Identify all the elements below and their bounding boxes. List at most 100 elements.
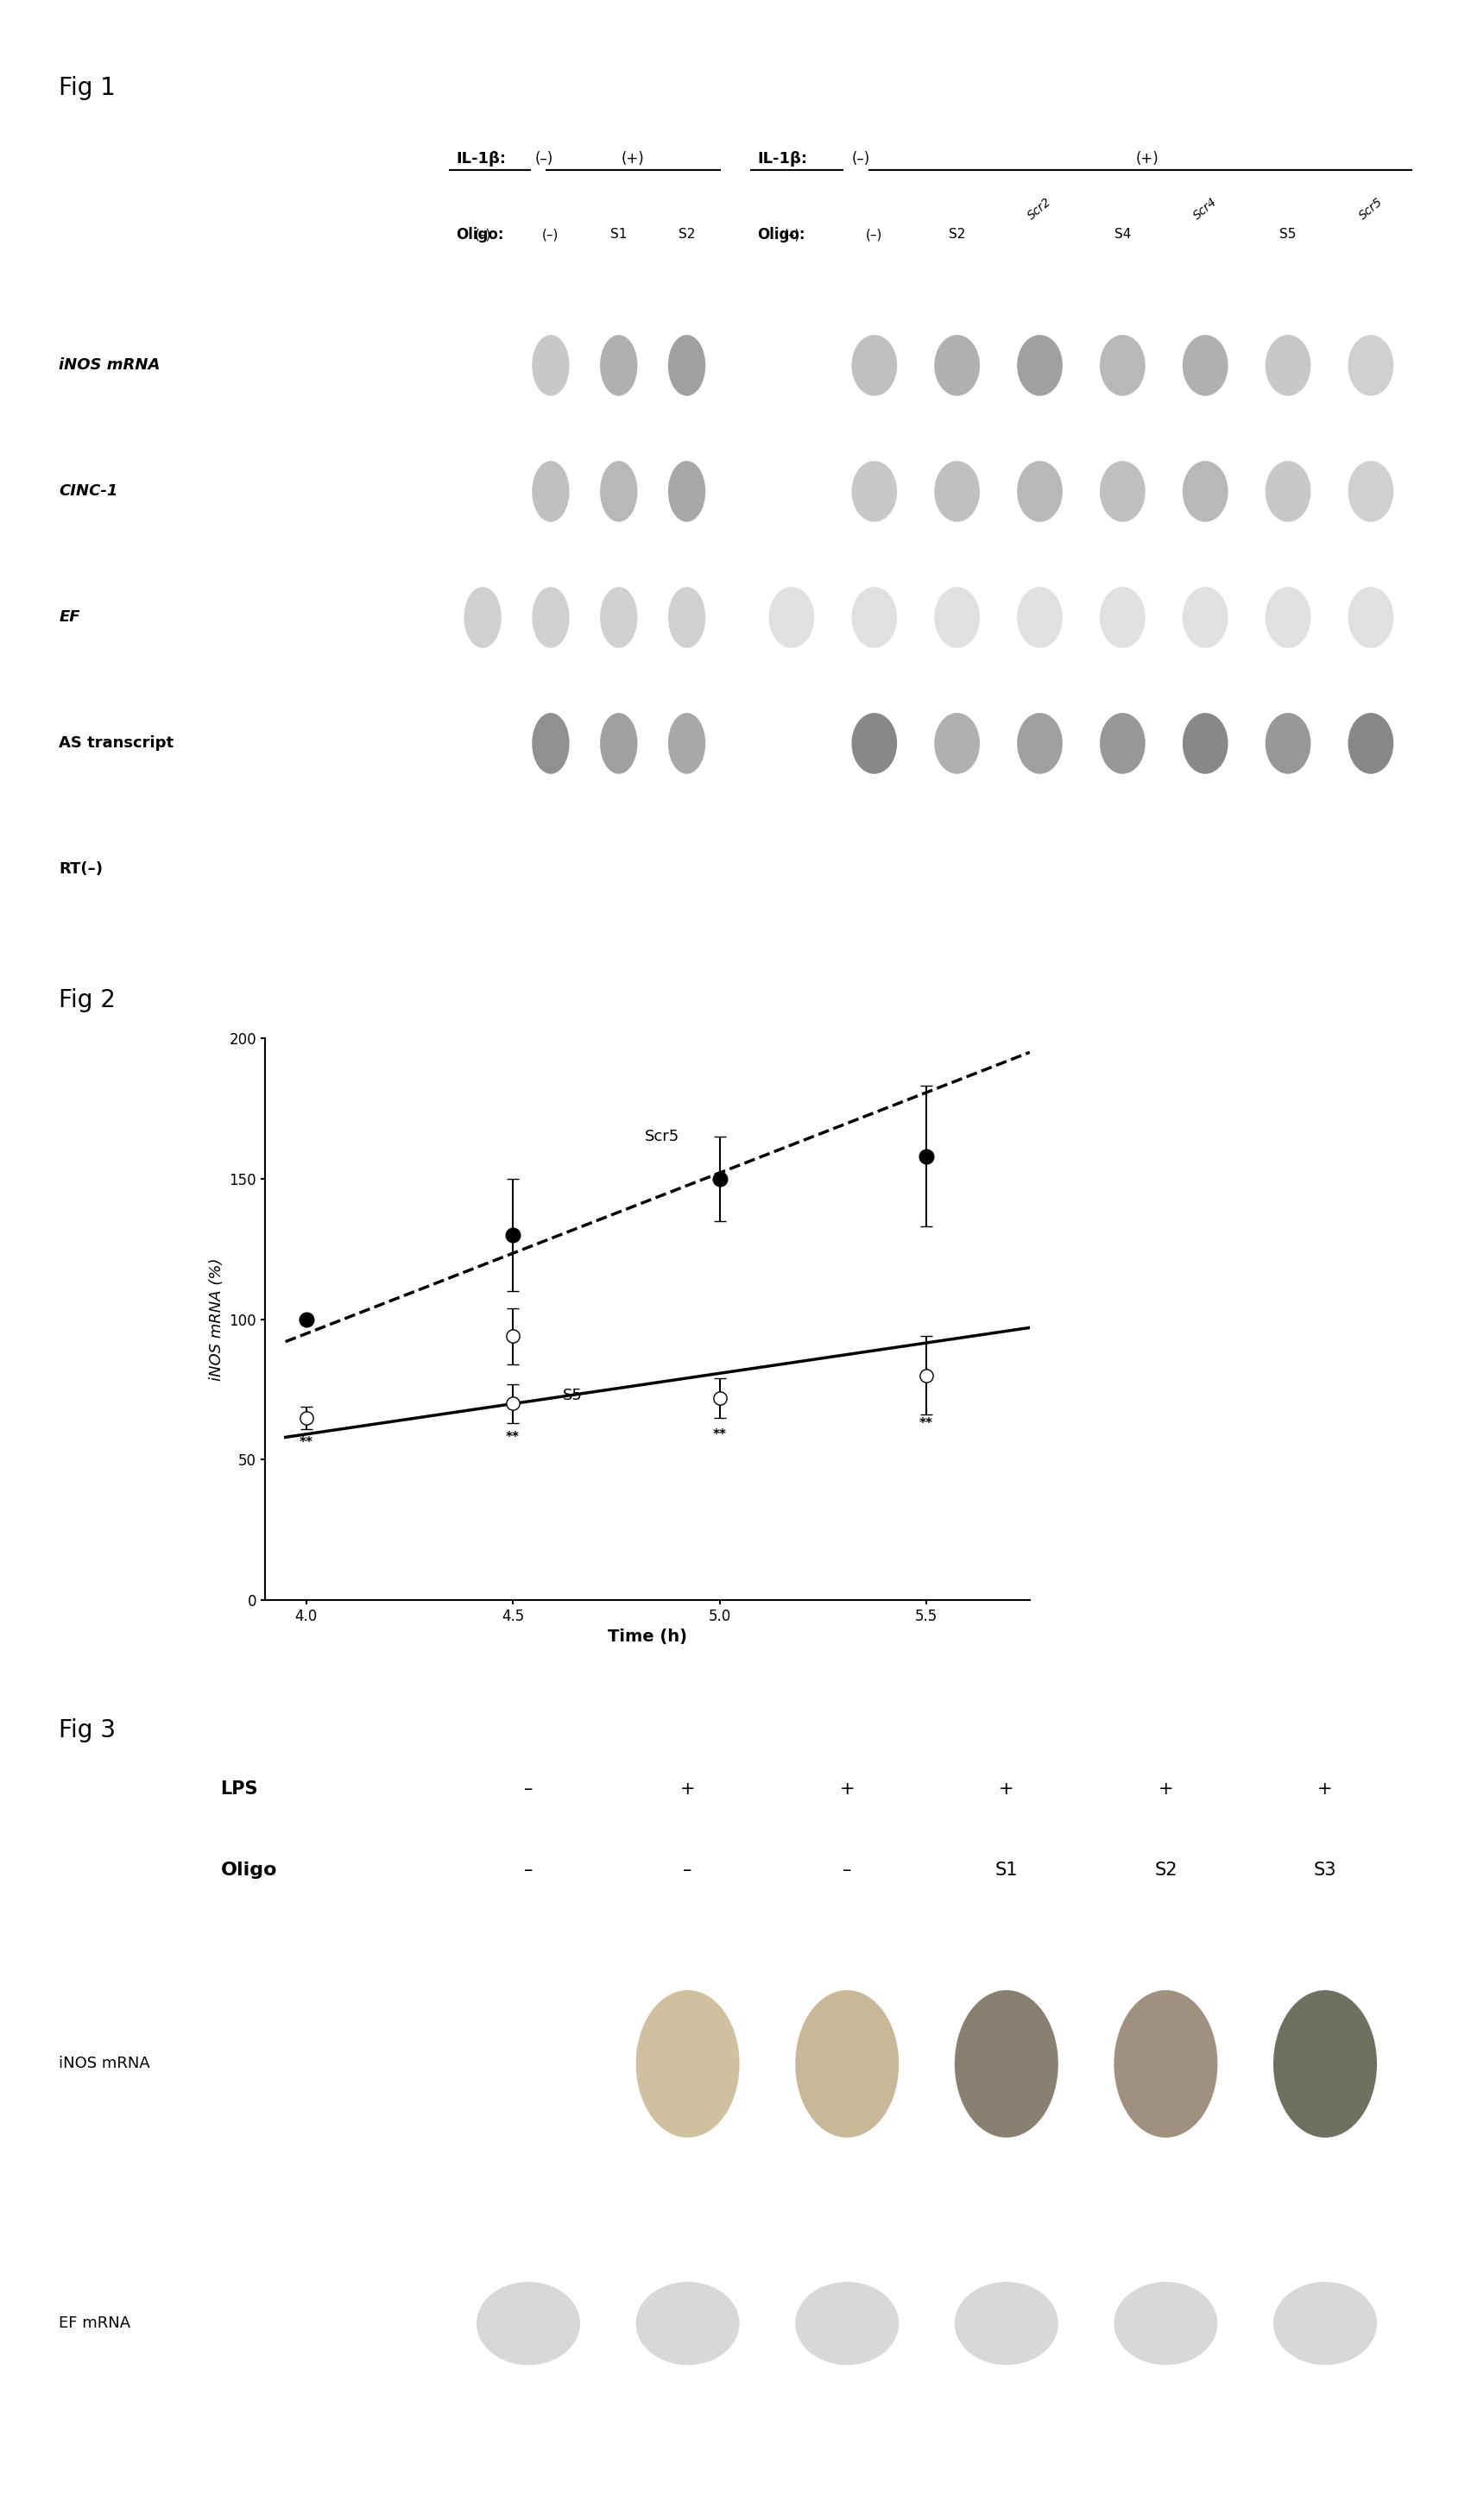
Text: +: + xyxy=(999,1782,1014,1797)
Ellipse shape xyxy=(1100,587,1146,648)
Text: (+): (+) xyxy=(621,151,644,166)
Ellipse shape xyxy=(1100,461,1146,522)
Ellipse shape xyxy=(1114,2283,1218,2364)
Text: S2: S2 xyxy=(1155,1862,1177,1877)
Text: LPS: LPS xyxy=(221,1782,259,1797)
Ellipse shape xyxy=(769,587,815,648)
Text: **: ** xyxy=(506,1431,519,1444)
Ellipse shape xyxy=(852,335,897,396)
Ellipse shape xyxy=(1347,461,1393,522)
Ellipse shape xyxy=(1347,587,1393,648)
Ellipse shape xyxy=(533,713,569,774)
Text: IL-1β:: IL-1β: xyxy=(758,151,808,166)
Text: Oligo:: Oligo: xyxy=(456,227,505,242)
Text: Scr5: Scr5 xyxy=(646,1129,680,1144)
Ellipse shape xyxy=(635,1991,740,2137)
Ellipse shape xyxy=(477,2283,580,2364)
Text: S5: S5 xyxy=(562,1389,583,1404)
Y-axis label: iNOS mRNA (%): iNOS mRNA (%) xyxy=(209,1257,224,1381)
Text: S3: S3 xyxy=(1314,1862,1337,1877)
Ellipse shape xyxy=(955,1991,1058,2137)
Ellipse shape xyxy=(934,335,980,396)
Ellipse shape xyxy=(1016,587,1062,648)
Text: IL-1β:: IL-1β: xyxy=(456,151,506,166)
Ellipse shape xyxy=(1100,335,1146,396)
Ellipse shape xyxy=(852,713,897,774)
Text: iNOS mRNA: iNOS mRNA xyxy=(59,2056,150,2071)
Text: Oligo:: Oligo: xyxy=(758,227,806,242)
Ellipse shape xyxy=(533,335,569,396)
Ellipse shape xyxy=(1347,335,1393,396)
Text: –: – xyxy=(843,1862,852,1877)
Ellipse shape xyxy=(1265,461,1311,522)
Ellipse shape xyxy=(1274,1991,1377,2137)
Ellipse shape xyxy=(533,461,569,522)
Ellipse shape xyxy=(1183,587,1228,648)
Ellipse shape xyxy=(668,713,706,774)
Ellipse shape xyxy=(852,587,897,648)
Ellipse shape xyxy=(1016,461,1062,522)
Text: iNOS mRNA: iNOS mRNA xyxy=(59,358,160,373)
Ellipse shape xyxy=(635,2283,740,2364)
Ellipse shape xyxy=(1265,335,1311,396)
Ellipse shape xyxy=(1183,335,1228,396)
Text: (–): (–) xyxy=(866,227,883,242)
Ellipse shape xyxy=(934,461,980,522)
Ellipse shape xyxy=(600,461,637,522)
Ellipse shape xyxy=(600,713,637,774)
Ellipse shape xyxy=(668,335,706,396)
Text: **: ** xyxy=(299,1436,313,1449)
Ellipse shape xyxy=(600,335,637,396)
Ellipse shape xyxy=(1100,713,1146,774)
Ellipse shape xyxy=(463,587,502,648)
Text: (+): (+) xyxy=(1136,151,1159,166)
Text: S4: S4 xyxy=(1114,227,1131,242)
Text: Fig 1: Fig 1 xyxy=(59,76,116,101)
Text: RT(–): RT(–) xyxy=(59,862,103,877)
Ellipse shape xyxy=(852,461,897,522)
Text: EF: EF xyxy=(59,610,79,625)
Text: S1: S1 xyxy=(994,1862,1018,1877)
Text: Scr5: Scr5 xyxy=(1356,197,1384,222)
Text: CINC-1: CINC-1 xyxy=(59,484,118,499)
Ellipse shape xyxy=(796,1991,899,2137)
Text: (–): (–) xyxy=(535,151,553,166)
Ellipse shape xyxy=(1114,1991,1218,2137)
Ellipse shape xyxy=(1016,335,1062,396)
Ellipse shape xyxy=(1265,713,1311,774)
Text: –: – xyxy=(524,1782,533,1797)
Ellipse shape xyxy=(955,2283,1058,2364)
Text: –: – xyxy=(524,1862,533,1877)
Text: S5: S5 xyxy=(1280,227,1296,242)
Ellipse shape xyxy=(1183,461,1228,522)
Ellipse shape xyxy=(668,587,706,648)
Text: Oligo: Oligo xyxy=(221,1862,277,1877)
Text: (–): (–) xyxy=(543,227,559,242)
Ellipse shape xyxy=(1016,713,1062,774)
Text: +: + xyxy=(1158,1782,1174,1797)
Text: (–): (–) xyxy=(474,227,491,242)
Ellipse shape xyxy=(533,587,569,648)
Ellipse shape xyxy=(1347,713,1393,774)
Text: EF mRNA: EF mRNA xyxy=(59,2316,131,2331)
Ellipse shape xyxy=(600,587,637,648)
Text: S2: S2 xyxy=(949,227,965,242)
Text: +: + xyxy=(840,1782,855,1797)
Text: S1: S1 xyxy=(610,227,627,242)
Text: **: ** xyxy=(919,1416,933,1429)
Ellipse shape xyxy=(1183,713,1228,774)
Text: S2: S2 xyxy=(678,227,696,242)
Text: –: – xyxy=(683,1862,693,1877)
Ellipse shape xyxy=(1274,2283,1377,2364)
Text: Fig 2: Fig 2 xyxy=(59,988,116,1013)
Text: Scr4: Scr4 xyxy=(1192,197,1219,222)
X-axis label: Time (h): Time (h) xyxy=(608,1628,687,1646)
Ellipse shape xyxy=(934,587,980,648)
Text: +: + xyxy=(1318,1782,1333,1797)
Text: (–): (–) xyxy=(783,227,800,242)
Ellipse shape xyxy=(1265,587,1311,648)
Ellipse shape xyxy=(668,461,706,522)
Ellipse shape xyxy=(934,713,980,774)
Text: +: + xyxy=(680,1782,696,1797)
Text: (–): (–) xyxy=(852,151,869,166)
